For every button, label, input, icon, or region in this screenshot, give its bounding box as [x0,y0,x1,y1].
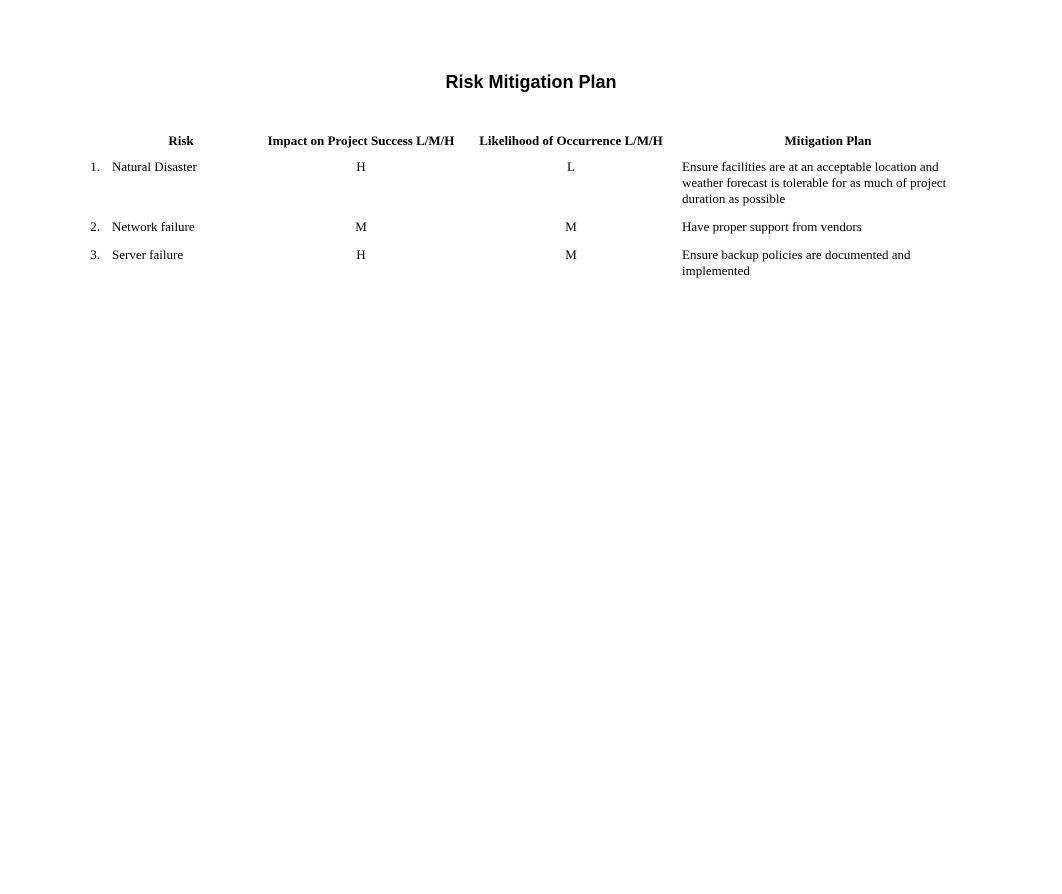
row-impact: M [256,213,466,241]
header-risk: Risk [106,129,256,153]
row-mitigation: Ensure backup policies are documented an… [676,241,980,285]
row-risk: Network failure [106,213,256,241]
table-row: 1. Natural Disaster H L Ensure facilitie… [82,153,980,213]
row-impact: H [256,241,466,285]
header-likelihood: Likelihood of Occurrence L/M/H [466,129,676,153]
row-risk: Natural Disaster [106,153,256,213]
row-mitigation: Ensure facilities are at an acceptable l… [676,153,980,213]
header-impact: Impact on Project Success L/M/H [256,129,466,153]
header-mitigation: Mitigation Plan [676,129,980,153]
page-title: Risk Mitigation Plan [0,72,1062,93]
table-row: 2. Network failure M M Have proper suppo… [82,213,980,241]
row-likelihood: M [466,241,676,285]
table-row: 3. Server failure H M Ensure backup poli… [82,241,980,285]
row-num: 3. [82,241,106,285]
risk-table: Risk Impact on Project Success L/M/H Lik… [82,129,980,285]
table-header-row: Risk Impact on Project Success L/M/H Lik… [82,129,980,153]
risk-table-container: Risk Impact on Project Success L/M/H Lik… [82,129,980,285]
header-num [82,129,106,153]
row-impact: H [256,153,466,213]
row-risk: Server failure [106,241,256,285]
row-likelihood: L [466,153,676,213]
row-likelihood: M [466,213,676,241]
row-num: 1. [82,153,106,213]
row-num: 2. [82,213,106,241]
row-mitigation: Have proper support from vendors [676,213,980,241]
